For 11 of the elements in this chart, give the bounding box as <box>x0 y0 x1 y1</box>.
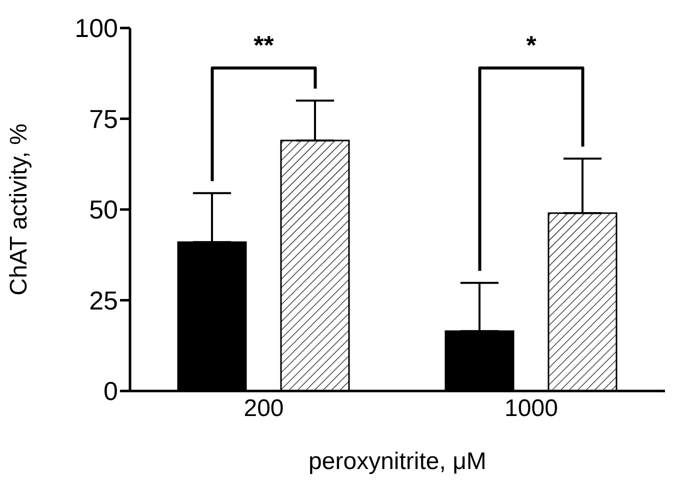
y-tick-label: 25 <box>89 285 118 316</box>
y-tick-label: 100 <box>74 13 118 44</box>
y-axis-title: ChAT activity, % <box>6 123 33 296</box>
y-tick-label: 75 <box>89 104 118 134</box>
x-tick-label: 1000 <box>504 395 558 422</box>
annotation: * <box>526 30 538 60</box>
y-tick-label: 50 <box>89 194 118 225</box>
x-axis-title: peroxynitrite, μM <box>308 448 486 475</box>
annotation: ** <box>254 30 275 60</box>
y-tick-label: 0 <box>104 376 118 406</box>
x-tick-label: 200 <box>244 395 284 422</box>
